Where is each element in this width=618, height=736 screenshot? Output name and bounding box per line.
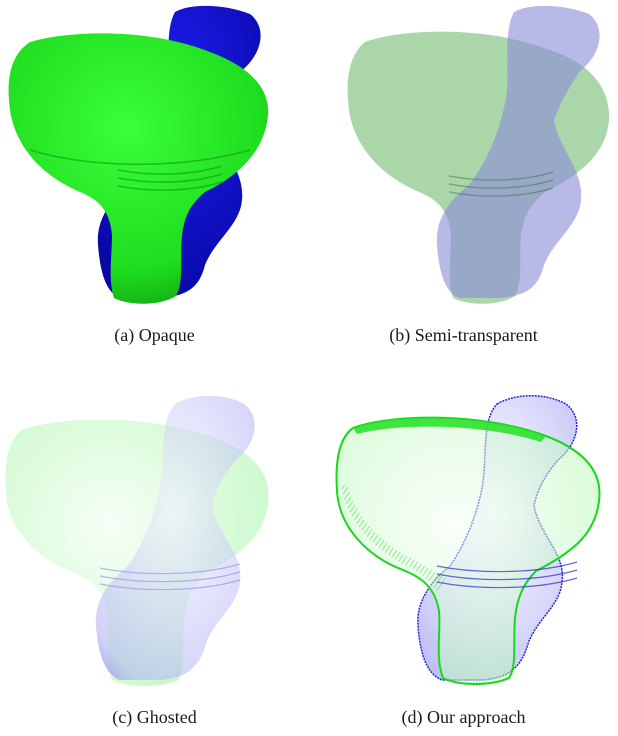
ghost-blue-shape [95,395,255,680]
green-shape [8,33,269,304]
caption-ghosted: (c) Ghosted [112,707,197,727]
panel-semi-transparent: (b) Semi-transparent [309,0,618,368]
ghosted-render [5,395,269,686]
approach-green-shape [335,416,601,685]
semi-blue-shape [436,5,600,298]
panel-our-approach: (d) Our approach [309,368,618,736]
panel-opaque: (a) Opaque [0,0,309,368]
panel-ghosted: (c) Ghosted [0,368,309,736]
our-approach-render [335,395,601,685]
opaque-render [8,5,269,304]
caption-our-approach: (d) Our approach [401,707,526,727]
caption-semi-transparent: (b) Semi-transparent [389,325,538,345]
caption-opaque: (a) Opaque [114,325,195,345]
semi-transparent-render [347,5,610,304]
